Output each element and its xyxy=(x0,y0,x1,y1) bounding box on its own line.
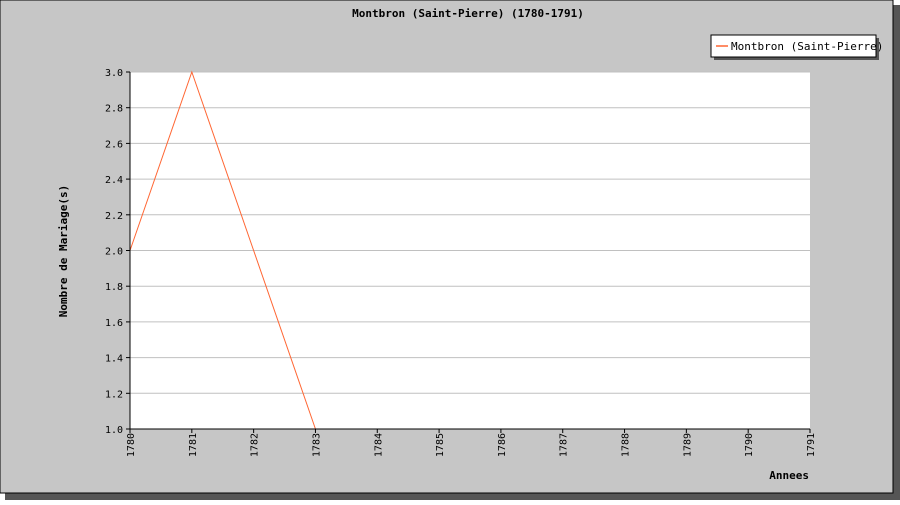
y-tick-label: 2.2 xyxy=(105,211,123,222)
y-tick-label: 1.2 xyxy=(105,389,123,400)
x-tick-label: 1791 xyxy=(806,433,817,457)
y-axis-title: Nombre de Mariage(s) xyxy=(57,185,70,317)
x-tick-label: 1780 xyxy=(126,433,137,457)
series-layer xyxy=(129,70,316,430)
y-tick-label: 2.0 xyxy=(105,247,123,258)
y-tick-label: 2.6 xyxy=(105,139,123,150)
x-tick-label: 1781 xyxy=(188,433,199,457)
legend-box xyxy=(710,34,877,58)
y-tick-label: 1.4 xyxy=(105,354,123,365)
x-tick-label: 1785 xyxy=(435,433,446,457)
x-tick-label: 1789 xyxy=(682,433,693,457)
x-tick-label: 1787 xyxy=(559,433,570,457)
legend-label: Montbron (Saint-Pierre) xyxy=(731,40,883,53)
y-tick-label: 2.8 xyxy=(105,104,123,115)
x-tick-label: 1788 xyxy=(621,433,632,457)
series-line xyxy=(129,70,316,430)
legend: Montbron (Saint-Pierre) xyxy=(710,34,883,60)
x-tick-label: 1790 xyxy=(744,433,755,457)
x-tick-label: 1786 xyxy=(497,433,508,457)
x-tick-labels: 1780 1781 1782 1783 1784 1785 1786 1787 1788 1789… xyxy=(126,433,817,457)
x-tick-label: 1784 xyxy=(373,433,384,457)
chart-title: Montbron (Saint-Pierre) (1780-1791) xyxy=(352,7,584,20)
y-tick-labels: 1.0 1.2 1.4 1.6 1.8 2.0 2.2 2.4 2.6 2.8 3.0 xyxy=(105,68,123,436)
x-tick-label: 1783 xyxy=(311,433,322,457)
x-tick-label: 1782 xyxy=(250,433,261,457)
y-tick-label: 3.0 xyxy=(105,68,123,79)
y-tick-label: 2.4 xyxy=(105,175,123,186)
y-tick-label: 1.0 xyxy=(105,425,123,436)
axes xyxy=(126,71,811,433)
y-tick-label: 1.6 xyxy=(105,318,123,329)
y-tick-label: 1.8 xyxy=(105,282,123,293)
x-axis-title: Annees xyxy=(769,469,809,482)
